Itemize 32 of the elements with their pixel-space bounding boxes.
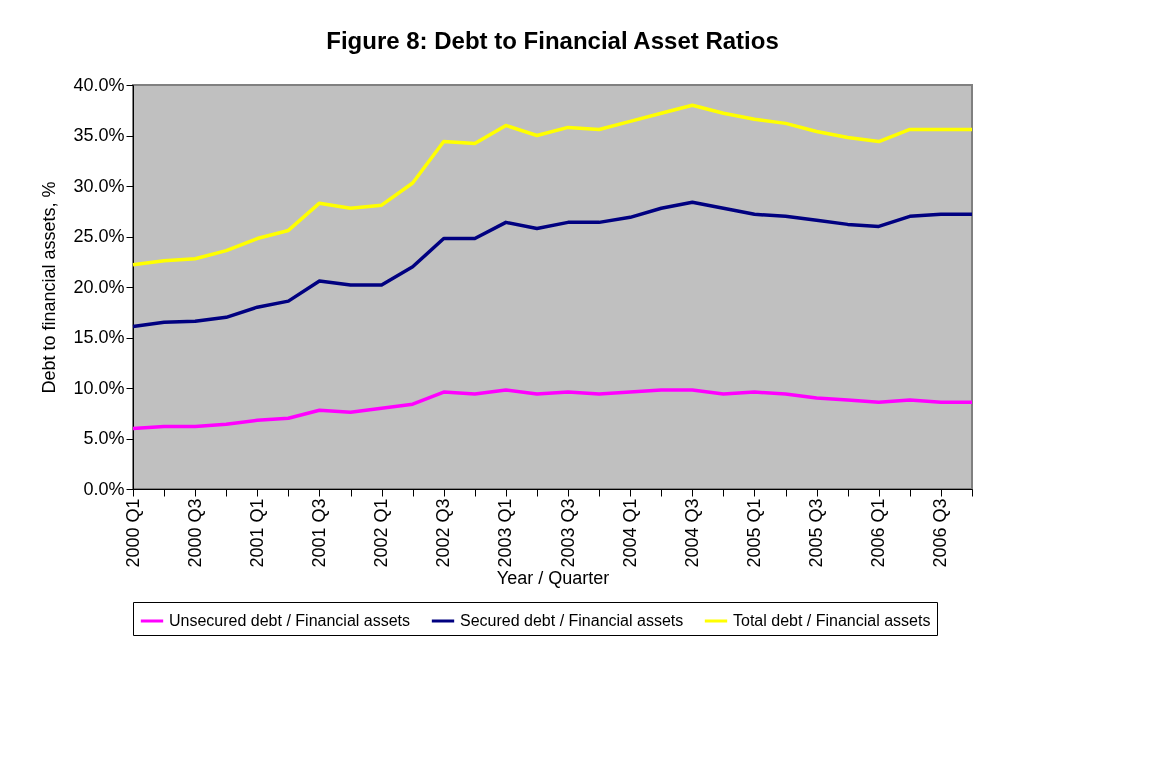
legend-label: Total debt / Financial assets — [733, 612, 931, 629]
x-tick-label: 2005 Q3 — [806, 498, 827, 568]
y-tick-label: 25.0% — [73, 226, 125, 246]
x-tick-label: 2004 Q3 — [681, 498, 702, 568]
x-tick-label: 2000 Q3 — [184, 498, 205, 568]
line-series — [131, 200, 974, 329]
x-tick-label: 2006 Q3 — [930, 498, 951, 568]
x-tick-label: 2001 Q3 — [308, 498, 329, 568]
y-tick-label: 15.0% — [73, 327, 125, 347]
x-tick-label: 2005 Q1 — [743, 498, 764, 568]
line-series — [131, 388, 974, 431]
x-tick-label: 2003 Q1 — [495, 498, 516, 568]
x-axis-title: Year / Quarter — [496, 567, 610, 588]
y-tick-label: 10.0% — [73, 377, 125, 398]
legend-label: Secured debt / Financial assets — [460, 612, 684, 629]
y-tick-label: 20.0% — [73, 276, 125, 297]
y-tick-label: 30.0% — [73, 175, 125, 196]
y-tick-label: 5.0% — [83, 428, 125, 448]
line-series — [131, 103, 974, 267]
x-tick-label: 2001 Q1 — [246, 498, 267, 568]
x-tick-label: 2004 Q1 — [619, 498, 640, 568]
y-tick-label: 0.0% — [83, 478, 125, 499]
y-tick-label: 40.0% — [73, 74, 125, 95]
y-axis-title: Debt to financial assets, % — [39, 181, 60, 394]
x-tick-label: 2000 Q1 — [122, 498, 143, 568]
x-tick-label: 2003 Q3 — [557, 498, 578, 568]
y-tick-label: 35.0% — [73, 125, 125, 145]
legend-label: Unsecured debt / Financial assets — [169, 612, 411, 629]
chart-title: Figure 8: Debt to Financial Asset Ratios — [326, 27, 779, 54]
x-tick-label: 2006 Q1 — [868, 498, 889, 568]
x-tick-label: 2002 Q1 — [371, 498, 392, 568]
x-tick-label: 2002 Q3 — [433, 498, 454, 568]
